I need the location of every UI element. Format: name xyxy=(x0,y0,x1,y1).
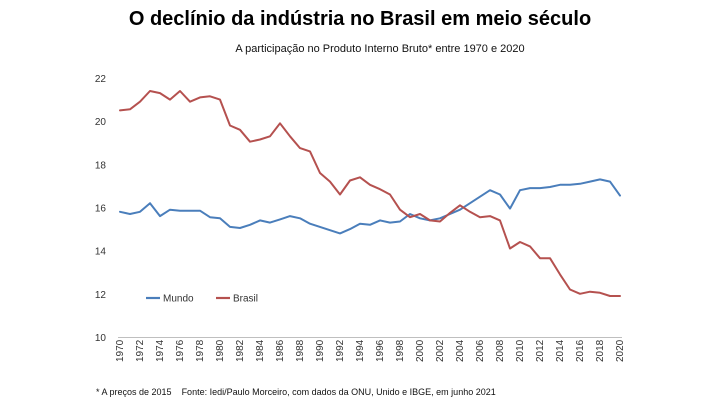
x-tick-label: 1978 xyxy=(195,339,206,362)
series-line-mundo xyxy=(119,178,621,235)
x-tick-label: 1998 xyxy=(395,339,406,362)
y-tick-label: 10 xyxy=(95,333,107,344)
y-tick-label: 20 xyxy=(95,117,107,128)
series-line-brasil xyxy=(119,90,621,297)
x-tick-label: 1986 xyxy=(275,339,286,362)
footnote-note: * A preços de 2015 xyxy=(96,387,172,397)
x-tick-label: 2008 xyxy=(495,339,506,362)
footnote-source: Fonte: Iedi/Paulo Morceiro, com dados da… xyxy=(181,387,496,397)
x-tick-label: 2006 xyxy=(475,339,486,362)
x-tick-label: 2000 xyxy=(415,339,426,362)
legend-label-brasil: Brasil xyxy=(233,294,258,305)
x-tick-label: 1970 xyxy=(115,339,126,362)
x-tick-label: 1992 xyxy=(335,339,346,362)
footnote: * A preços de 2015 Fonte: Iedi/Paulo Morc… xyxy=(96,387,496,397)
y-tick-label: 14 xyxy=(95,247,107,258)
y-tick-label: 12 xyxy=(95,290,107,301)
x-tick-label: 2014 xyxy=(555,339,566,362)
x-tick-label: 1982 xyxy=(235,339,246,362)
x-tick-label: 1996 xyxy=(375,339,386,362)
x-tick-label: 2020 xyxy=(615,339,626,362)
x-tick-label: 2002 xyxy=(435,339,446,362)
chart-subtitle: A participação no Produto Interno Bruto*… xyxy=(235,43,525,55)
x-tick-label: 2010 xyxy=(515,339,526,362)
x-tick-label: 2016 xyxy=(575,339,586,362)
x-tick-label: 1974 xyxy=(155,339,166,362)
x-tick-label: 2012 xyxy=(535,339,546,362)
x-tick-label: 2018 xyxy=(595,339,606,362)
x-tick-label: 2004 xyxy=(455,339,466,362)
chart-title: O declínio da indústria no Brasil em mei… xyxy=(128,8,592,30)
x-tick-label: 1988 xyxy=(295,339,306,362)
legend-label-mundo: Mundo xyxy=(163,294,194,305)
x-tick-label: 1976 xyxy=(175,339,186,362)
x-tick-label: 1980 xyxy=(215,339,226,362)
y-tick-label: 22 xyxy=(95,74,107,85)
y-tick-label: 18 xyxy=(95,160,107,171)
x-tick-label: 1990 xyxy=(315,339,326,362)
y-tick-label: 16 xyxy=(95,204,107,215)
x-tick-label: 1994 xyxy=(355,339,366,362)
x-tick-label: 1972 xyxy=(135,339,146,362)
x-tick-label: 1984 xyxy=(255,339,266,362)
